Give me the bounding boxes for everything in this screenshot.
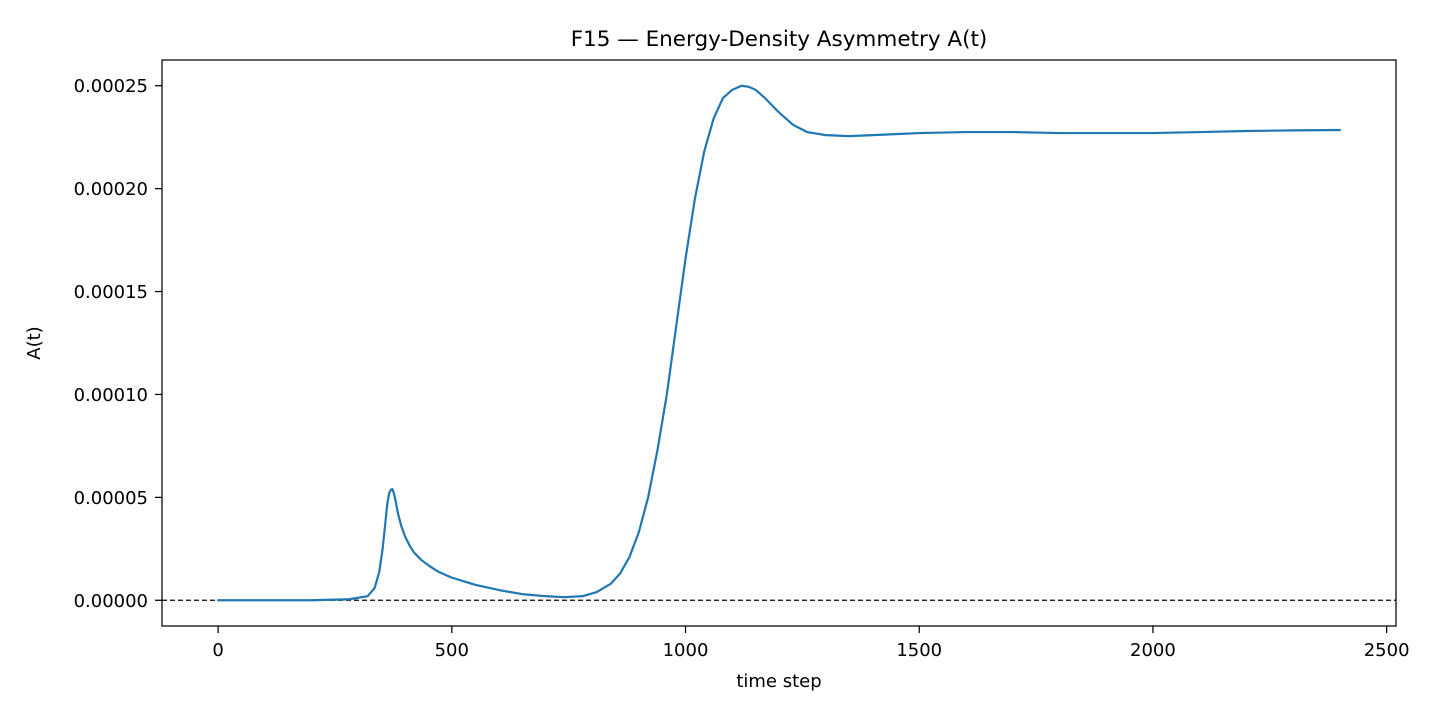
plot-area <box>162 84 1396 602</box>
x-tick-label: 2000 <box>1130 640 1176 661</box>
y-tick-label: 0.00015 <box>74 282 148 303</box>
y-axis-title: A(t) <box>24 326 45 359</box>
x-tick-label: 0 <box>212 640 223 661</box>
x-tick-label: 1000 <box>663 640 709 661</box>
axes-frame <box>161 59 1397 627</box>
y-tick-label: 0.00020 <box>74 179 148 200</box>
x-tick-label: 2500 <box>1364 640 1410 661</box>
x-axis: 0 500 1000 1500 2000 2500 <box>212 626 1410 661</box>
y-axis: 0.00000 0.00005 0.00010 0.00015 0.00020 0.000… <box>74 76 162 612</box>
x-axis-title: time step <box>736 671 821 692</box>
y-tick-label: 0.00025 <box>74 76 148 97</box>
y-tick-label: 0.00010 <box>74 385 148 406</box>
x-tick-label: 500 <box>435 640 469 661</box>
x-tick-label: 1500 <box>896 640 942 661</box>
chart-title: F15 — Energy-Density Asymmetry A(t) <box>571 27 988 52</box>
y-tick-label: 0.00000 <box>74 591 148 612</box>
y-tick-label: 0.00005 <box>74 488 148 509</box>
series-line-0 <box>216 84 1342 602</box>
